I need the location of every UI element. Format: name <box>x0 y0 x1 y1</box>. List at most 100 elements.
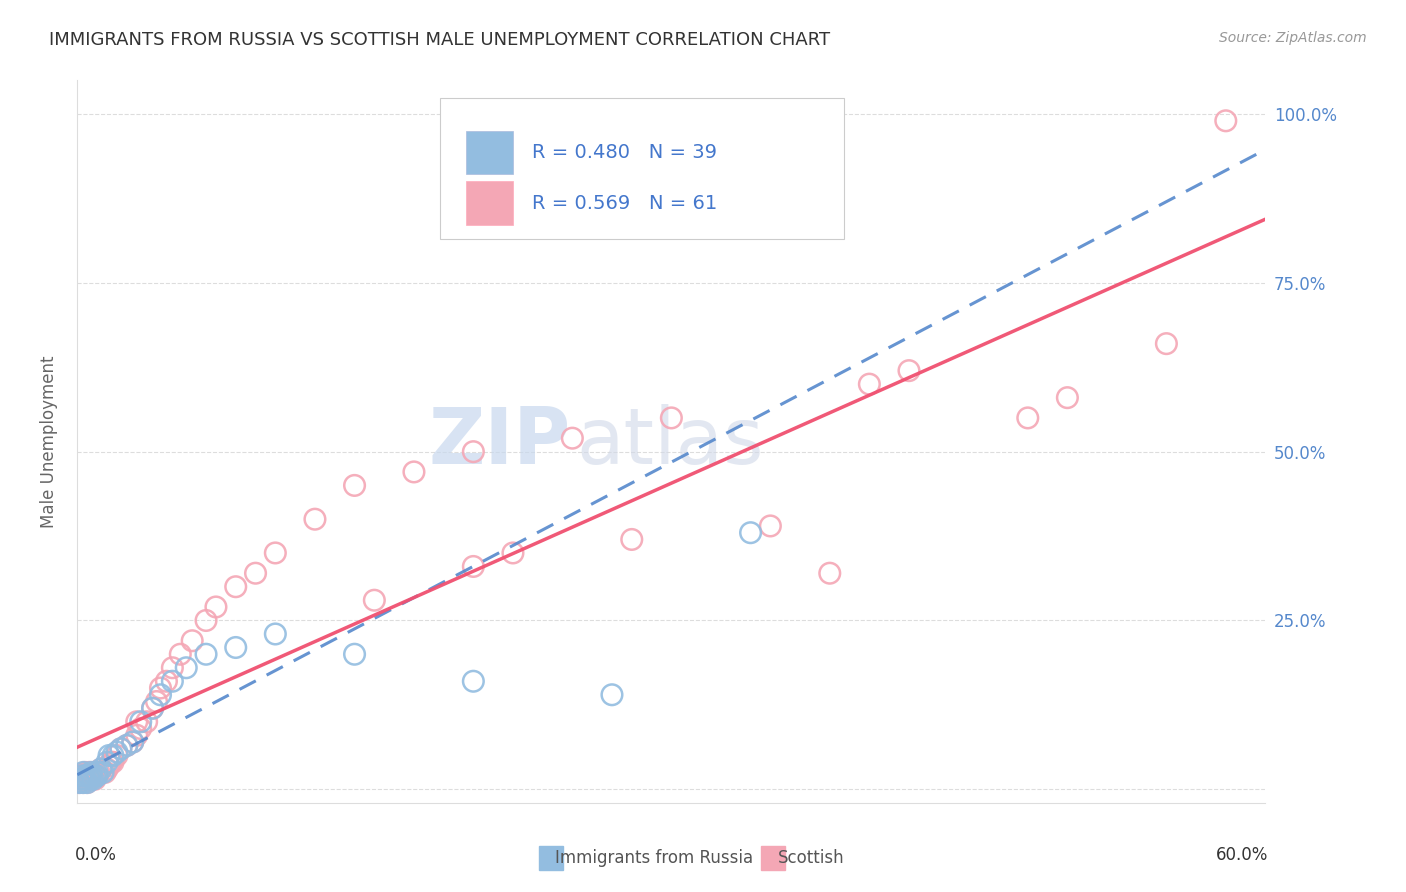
Point <box>858 377 880 392</box>
Text: Immigrants from Russia: Immigrants from Russia <box>555 849 754 867</box>
Point <box>101 748 124 763</box>
Point <box>661 411 683 425</box>
Point <box>463 444 485 458</box>
Point <box>115 739 138 753</box>
Point <box>620 533 643 547</box>
Point <box>82 765 104 780</box>
Point <box>90 762 112 776</box>
Point <box>76 775 98 789</box>
Point <box>181 633 204 648</box>
Point <box>80 769 103 783</box>
Point <box>142 701 165 715</box>
Point <box>205 599 228 614</box>
Point <box>125 728 148 742</box>
Point <box>1017 411 1039 425</box>
Point <box>91 765 114 780</box>
Point <box>67 775 90 789</box>
Point <box>129 722 152 736</box>
Point <box>77 769 100 783</box>
Point <box>84 772 107 787</box>
Point <box>121 735 143 749</box>
Text: Source: ZipAtlas.com: Source: ZipAtlas.com <box>1219 31 1367 45</box>
Point <box>101 756 124 770</box>
Point <box>125 714 148 729</box>
Point <box>759 519 782 533</box>
Point <box>264 627 287 641</box>
Point <box>86 769 108 783</box>
FancyBboxPatch shape <box>440 98 844 239</box>
Point <box>121 735 143 749</box>
Point <box>70 769 93 783</box>
Point <box>304 512 326 526</box>
Point <box>463 559 485 574</box>
Point <box>169 647 191 661</box>
Point <box>75 772 97 787</box>
Point <box>82 772 104 787</box>
Text: R = 0.480   N = 39: R = 0.480 N = 39 <box>533 143 717 162</box>
Point <box>70 772 93 787</box>
Point <box>80 769 103 783</box>
Point <box>110 741 132 756</box>
Point <box>402 465 425 479</box>
Point <box>502 546 524 560</box>
Point <box>463 674 485 689</box>
Point <box>75 772 97 787</box>
Point <box>87 765 110 780</box>
Y-axis label: Male Unemployment: Male Unemployment <box>39 355 58 528</box>
Point <box>80 765 103 780</box>
Point <box>600 688 623 702</box>
Point <box>98 748 121 763</box>
Point <box>195 614 218 628</box>
Point <box>96 762 118 776</box>
Point <box>76 769 98 783</box>
Point <box>145 694 167 708</box>
Point <box>75 765 97 780</box>
Point <box>72 769 94 783</box>
Point <box>70 772 93 787</box>
Point <box>225 580 247 594</box>
Text: ZIP: ZIP <box>429 403 571 480</box>
Point <box>135 714 157 729</box>
Text: R = 0.569   N = 61: R = 0.569 N = 61 <box>533 194 717 212</box>
Point <box>759 113 782 128</box>
Point <box>77 772 100 787</box>
Point <box>162 661 184 675</box>
Point <box>245 566 267 581</box>
Point <box>343 478 366 492</box>
Point <box>94 765 117 780</box>
Point <box>80 772 103 787</box>
Bar <box>465 131 513 174</box>
Point <box>72 765 94 780</box>
Point <box>75 769 97 783</box>
Point <box>162 674 184 689</box>
Point <box>110 741 132 756</box>
Point <box>195 647 218 661</box>
Point <box>76 775 98 789</box>
Text: 0.0%: 0.0% <box>75 847 117 864</box>
Point <box>818 566 841 581</box>
Point <box>142 701 165 715</box>
Point <box>363 593 385 607</box>
Point <box>70 769 93 783</box>
Point <box>105 748 128 763</box>
Point <box>98 758 121 772</box>
Point <box>155 674 177 689</box>
Point <box>77 769 100 783</box>
Point <box>343 647 366 661</box>
Point <box>174 661 197 675</box>
Point <box>149 688 172 702</box>
Text: atlas: atlas <box>576 403 763 480</box>
Point <box>84 769 107 783</box>
Point <box>72 775 94 789</box>
Point <box>264 546 287 560</box>
Point <box>740 525 762 540</box>
Bar <box>465 181 513 225</box>
Point <box>1056 391 1078 405</box>
Point <box>561 431 583 445</box>
Point <box>86 765 108 780</box>
Point <box>898 364 921 378</box>
Point <box>1156 336 1178 351</box>
Point <box>129 714 152 729</box>
Point <box>67 775 90 789</box>
Point <box>225 640 247 655</box>
